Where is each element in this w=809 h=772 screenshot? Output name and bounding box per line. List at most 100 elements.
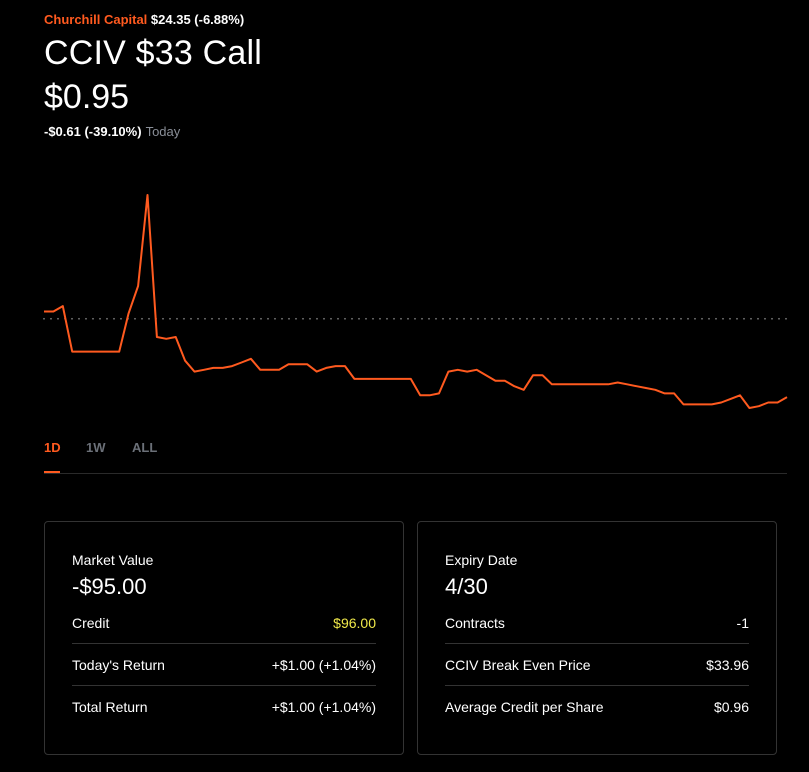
reference-dot — [631, 317, 633, 320]
reference-dot — [267, 317, 269, 320]
reference-dot — [197, 317, 199, 320]
reference-dot — [547, 317, 549, 320]
reference-dot — [568, 317, 570, 320]
reference-dot — [113, 317, 115, 320]
reference-dot — [603, 317, 605, 320]
reference-dot — [407, 317, 409, 320]
reference-line — [43, 317, 787, 320]
price-chart[interactable] — [0, 180, 809, 420]
reference-dot — [211, 317, 213, 320]
reference-dot — [659, 317, 661, 320]
reference-dot — [71, 317, 73, 320]
expiry-card: Expiry Date 4/30 Contracts -1 CCIV Break… — [417, 521, 777, 755]
reference-dot — [421, 317, 423, 320]
underlying-name[interactable]: Churchill Capital — [44, 12, 148, 27]
reference-dot — [428, 317, 430, 320]
reference-dot — [190, 317, 192, 320]
reference-dot — [400, 317, 402, 320]
credit-label: Credit — [72, 614, 110, 631]
option-value: $0.95 — [44, 78, 130, 116]
reference-dot — [666, 317, 668, 320]
avg-credit-value: $0.96 — [713, 699, 749, 715]
total-return-row: Total Return +$1.00 (+1.04%) — [72, 686, 376, 728]
range-1w[interactable]: 1W — [86, 440, 106, 455]
reference-dot — [134, 317, 136, 320]
reference-dot — [736, 317, 738, 320]
option-title: CCIV $33 Call — [44, 34, 263, 72]
expiry-value: 4/30 — [445, 574, 488, 599]
reference-dot — [715, 317, 717, 320]
reference-dot — [337, 317, 339, 320]
reference-dot — [743, 317, 745, 320]
contracts-row: Contracts -1 — [445, 602, 749, 644]
reference-dot — [624, 317, 626, 320]
reference-dot — [246, 317, 248, 320]
todays-return-row: Today's Return +$1.00 (+1.04%) — [72, 644, 376, 686]
active-range-indicator — [44, 471, 60, 473]
break-even-row: CCIV Break Even Price $33.96 — [445, 644, 749, 686]
range-1d[interactable]: 1D — [44, 440, 61, 455]
reference-dot — [589, 317, 591, 320]
price-change: -$0.61 (-39.10%) Today — [44, 124, 180, 139]
range-selector: 1D 1W ALL — [44, 438, 787, 474]
market-value: -$95.00 — [72, 574, 147, 599]
reference-dot — [239, 317, 241, 320]
reference-dot — [260, 317, 262, 320]
reference-dot — [288, 317, 290, 320]
reference-dot — [379, 317, 381, 320]
reference-dot — [43, 317, 45, 320]
reference-dot — [50, 317, 52, 320]
change-period: Today — [145, 124, 181, 139]
avg-credit-row: Average Credit per Share $0.96 — [445, 686, 749, 728]
reference-dot — [85, 317, 87, 320]
reference-dot — [358, 317, 360, 320]
reference-dot — [694, 317, 696, 320]
range-all[interactable]: ALL — [132, 440, 158, 455]
reference-dot — [323, 317, 325, 320]
reference-dot — [645, 317, 647, 320]
reference-dot — [309, 317, 311, 320]
reference-dot — [533, 317, 535, 320]
reference-dot — [302, 317, 304, 320]
avg-credit-label: Average Credit per Share — [445, 699, 604, 715]
reference-dot — [120, 317, 122, 320]
reference-dot — [148, 317, 150, 320]
reference-dot — [638, 317, 640, 320]
expiry-label: Expiry Date — [445, 552, 518, 568]
reference-dot — [351, 317, 353, 320]
reference-dot — [99, 317, 101, 320]
reference-dot — [561, 317, 563, 320]
reference-dot — [750, 317, 752, 320]
reference-dot — [757, 317, 759, 320]
change-amount: -$0.61 (-39.10%) — [44, 124, 142, 139]
reference-dot — [701, 317, 703, 320]
contracts-value: -1 — [736, 614, 749, 631]
reference-dot — [183, 317, 185, 320]
reference-dot — [344, 317, 346, 320]
reference-dot — [477, 317, 479, 320]
reference-dot — [57, 317, 59, 320]
reference-dot — [162, 317, 164, 320]
reference-dot — [176, 317, 178, 320]
total-return-value: +$1.00 (+1.04%) — [271, 699, 376, 715]
expiry-rows: Contracts -1 CCIV Break Even Price $33.9… — [445, 602, 749, 728]
reference-dot — [225, 317, 227, 320]
reference-dot — [582, 317, 584, 320]
price-line — [44, 194, 788, 409]
reference-dot — [785, 317, 787, 320]
reference-dot — [414, 317, 416, 320]
break-even-value: $33.96 — [706, 656, 749, 673]
reference-dot — [470, 317, 472, 320]
reference-dot — [232, 317, 234, 320]
reference-dot — [169, 317, 171, 320]
contracts-label: Contracts — [445, 614, 505, 631]
reference-dot — [680, 317, 682, 320]
underlying-quote[interactable]: Churchill Capital $24.35 (-6.88%) — [44, 12, 244, 27]
reference-dot — [722, 317, 724, 320]
reference-dot — [708, 317, 710, 320]
reference-dot — [253, 317, 255, 320]
reference-dot — [435, 317, 437, 320]
market-value-label: Market Value — [72, 552, 154, 568]
reference-dot — [386, 317, 388, 320]
reference-dot — [218, 317, 220, 320]
